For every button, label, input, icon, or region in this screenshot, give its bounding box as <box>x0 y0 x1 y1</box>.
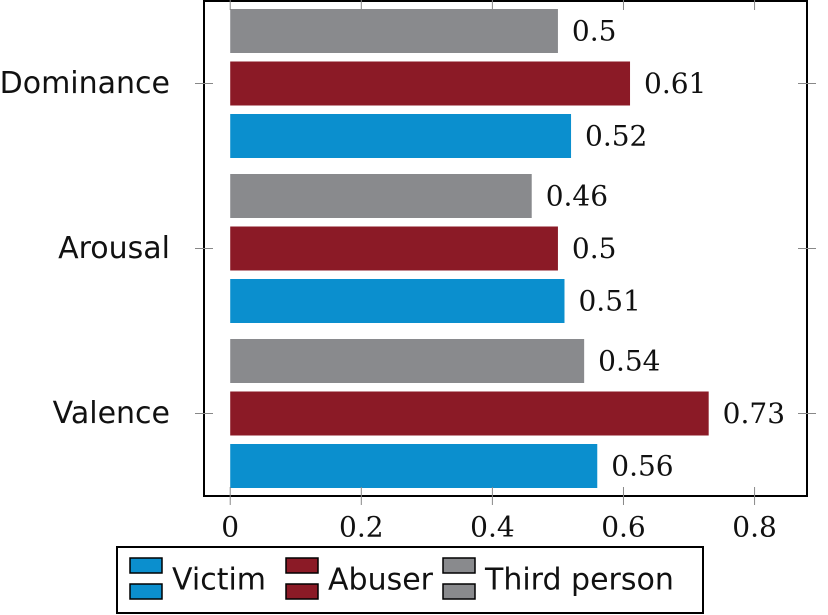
ticks-layer: Valence Arousal Dominance 0 0.2 0.4 0.6 0.8 <box>0 0 816 544</box>
bar-third-person-dominance <box>230 9 558 53</box>
x-tick-label-0: 0 <box>221 511 239 544</box>
legend-label-abuser: Abuser <box>328 563 434 598</box>
category-label-valence: Valence <box>53 396 170 431</box>
legend-swatch-third-person-bottom <box>442 583 476 600</box>
bars-layer: 0.54 0.73 0.56 0.46 0.5 0.51 0.5 0.61 0.52 <box>230 9 785 488</box>
legend-swatch-abuser-bottom <box>285 583 319 600</box>
bar-victim-dominance <box>230 114 572 158</box>
x-tick-label-0-6: 0.6 <box>601 511 646 544</box>
bar-victim-arousal <box>230 279 565 323</box>
value-label-victim-dominance: 0.52 <box>585 120 647 153</box>
legend-label-victim: Victim <box>172 563 266 598</box>
bar-abuser-valence <box>230 391 709 436</box>
legend-swatch-third-person-top <box>442 557 476 574</box>
bar-abuser-arousal <box>230 226 558 271</box>
x-tick-label-0-2: 0.2 <box>339 511 384 544</box>
value-label-victim-valence: 0.56 <box>611 450 673 483</box>
bar-third-person-valence <box>230 339 585 383</box>
legend-swatch-victim-bottom <box>129 583 163 600</box>
value-label-third-person-dominance: 0.5 <box>572 15 617 48</box>
x-tick-label-0-4: 0.4 <box>470 511 515 544</box>
value-label-victim-arousal: 0.51 <box>578 285 640 318</box>
value-label-third-person-arousal: 0.46 <box>546 180 608 213</box>
category-label-arousal: Arousal <box>58 231 170 266</box>
bar-victim-valence <box>230 444 598 488</box>
value-label-third-person-valence: 0.54 <box>598 345 660 378</box>
legend: Victim Abuser Third person <box>116 546 704 614</box>
value-label-abuser-valence: 0.73 <box>723 397 785 430</box>
legend-box <box>116 546 704 614</box>
category-label-dominance: Dominance <box>0 66 170 101</box>
bar-third-person-arousal <box>230 174 532 218</box>
legend-swatch-victim-top <box>129 557 163 574</box>
value-label-abuser-arousal: 0.5 <box>572 232 617 265</box>
legend-swatch-abuser-top <box>285 557 319 574</box>
bar-abuser-dominance <box>230 61 631 106</box>
x-tick-label-0-8: 0.8 <box>732 511 777 544</box>
value-label-abuser-dominance: 0.61 <box>644 67 706 100</box>
legend-label-third-person: Third person <box>484 563 674 598</box>
